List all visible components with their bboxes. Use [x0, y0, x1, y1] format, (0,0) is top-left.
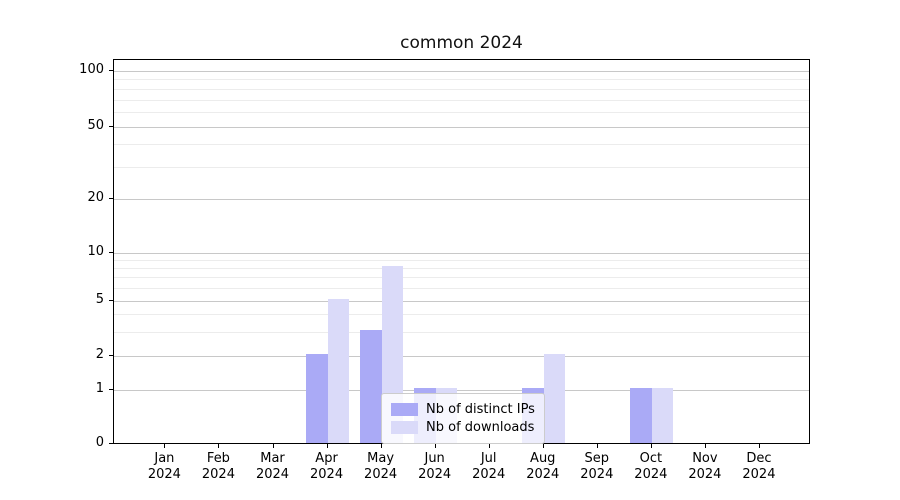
legend-swatch-distinct-ips	[391, 403, 418, 416]
gridline-minor-3	[114, 331, 809, 333]
x-tick-label-jun: Jun 2024	[418, 451, 452, 482]
y-tick-mark-0	[109, 443, 113, 444]
gridline-minor-90	[114, 79, 809, 81]
y-tick-label-20: 20	[87, 189, 104, 205]
x-tick-mark-oct	[650, 444, 652, 448]
bar-downloads-aug	[543, 354, 566, 443]
y-tick-mark-100	[109, 70, 113, 71]
gridline-minor-7	[114, 277, 809, 279]
gridline-major-2	[114, 356, 809, 357]
bar-distinct-ips-oct	[630, 388, 652, 443]
legend-label-distinct-ips: Nb of distinct IPs	[426, 402, 535, 417]
x-tick-mark-apr	[326, 444, 328, 448]
gridline-minor-9	[114, 259, 809, 261]
x-tick-label-mar: Mar 2024	[255, 451, 290, 482]
gridline-major-20	[114, 198, 809, 200]
x-tick-mark-dec	[758, 444, 760, 448]
y-tick-label-100: 100	[79, 62, 104, 77]
y-tick-mark-5	[109, 300, 113, 301]
y-tick-mark-1	[109, 389, 113, 390]
x-tick-label-sep: Sep 2024	[580, 451, 614, 482]
chart-title: common 2024	[400, 33, 523, 53]
y-tick-mark-20	[109, 197, 113, 199]
y-tick-label-1: 1	[95, 381, 104, 396]
x-tick-mark-nov	[704, 444, 706, 448]
gridline-minor-80	[114, 88, 809, 90]
gridline-major-100	[114, 71, 809, 72]
x-tick-mark-sep	[596, 444, 598, 448]
x-tick-label-jul: Jul 2024	[472, 451, 506, 482]
gridline-minor-30	[114, 166, 809, 168]
gridline-minor-6	[114, 288, 809, 290]
x-tick-label-dec: Dec 2024	[742, 451, 776, 482]
legend-label-downloads: Nb of downloads	[426, 420, 535, 435]
x-tick-label-jan: Jan 2024	[147, 451, 181, 482]
bar-distinct-ips-apr	[306, 354, 328, 443]
x-tick-mark-jan	[164, 444, 166, 448]
gridline-major-10	[114, 252, 809, 254]
plot-area: Nb of distinct IPs Nb of downloads	[113, 59, 810, 444]
bar-downloads-apr	[327, 299, 350, 443]
y-tick-label-50: 50	[87, 117, 104, 133]
gridline-minor-8	[114, 268, 809, 270]
y-tick-mark-10	[109, 251, 113, 253]
gridline-minor-70	[114, 99, 809, 101]
y-tick-label-5: 5	[95, 292, 104, 307]
x-tick-label-oct: Oct 2024	[634, 451, 668, 482]
legend: Nb of distinct IPs Nb of downloads	[381, 393, 545, 444]
x-tick-label-feb: Feb 2024	[201, 451, 235, 482]
x-tick-label-apr: Apr 2024	[310, 451, 344, 482]
x-tick-label-aug: Aug 2024	[526, 451, 560, 482]
gridline-minor-60	[114, 111, 809, 113]
gridline-minor-4	[114, 314, 809, 316]
y-tick-mark-50	[109, 125, 113, 127]
x-tick-mark-may	[380, 444, 382, 448]
gridline-minor-40	[114, 144, 809, 146]
x-tick-label-nov: Nov 2024	[688, 451, 722, 482]
gridline-major-1	[114, 390, 809, 391]
x-tick-mark-jul	[488, 444, 490, 448]
legend-swatch-downloads	[391, 421, 418, 434]
x-tick-mark-aug	[542, 444, 544, 448]
x-tick-mark-mar	[272, 444, 274, 448]
y-tick-mark-2	[109, 355, 113, 356]
x-tick-mark-jun	[434, 444, 436, 448]
legend-item-distinct-ips: Nb of distinct IPs	[391, 401, 535, 418]
x-tick-mark-feb	[218, 444, 220, 448]
y-tick-label-10: 10	[87, 243, 104, 259]
x-tick-label-may: May 2024	[364, 451, 398, 482]
y-tick-label-2: 2	[95, 347, 104, 362]
gridline-major-5	[114, 301, 809, 302]
y-tick-label-0: 0	[95, 435, 104, 450]
bar-distinct-ips-may	[360, 329, 382, 443]
gridline-major-50	[114, 126, 809, 128]
legend-item-downloads: Nb of downloads	[391, 419, 535, 436]
bar-downloads-oct	[651, 388, 674, 443]
